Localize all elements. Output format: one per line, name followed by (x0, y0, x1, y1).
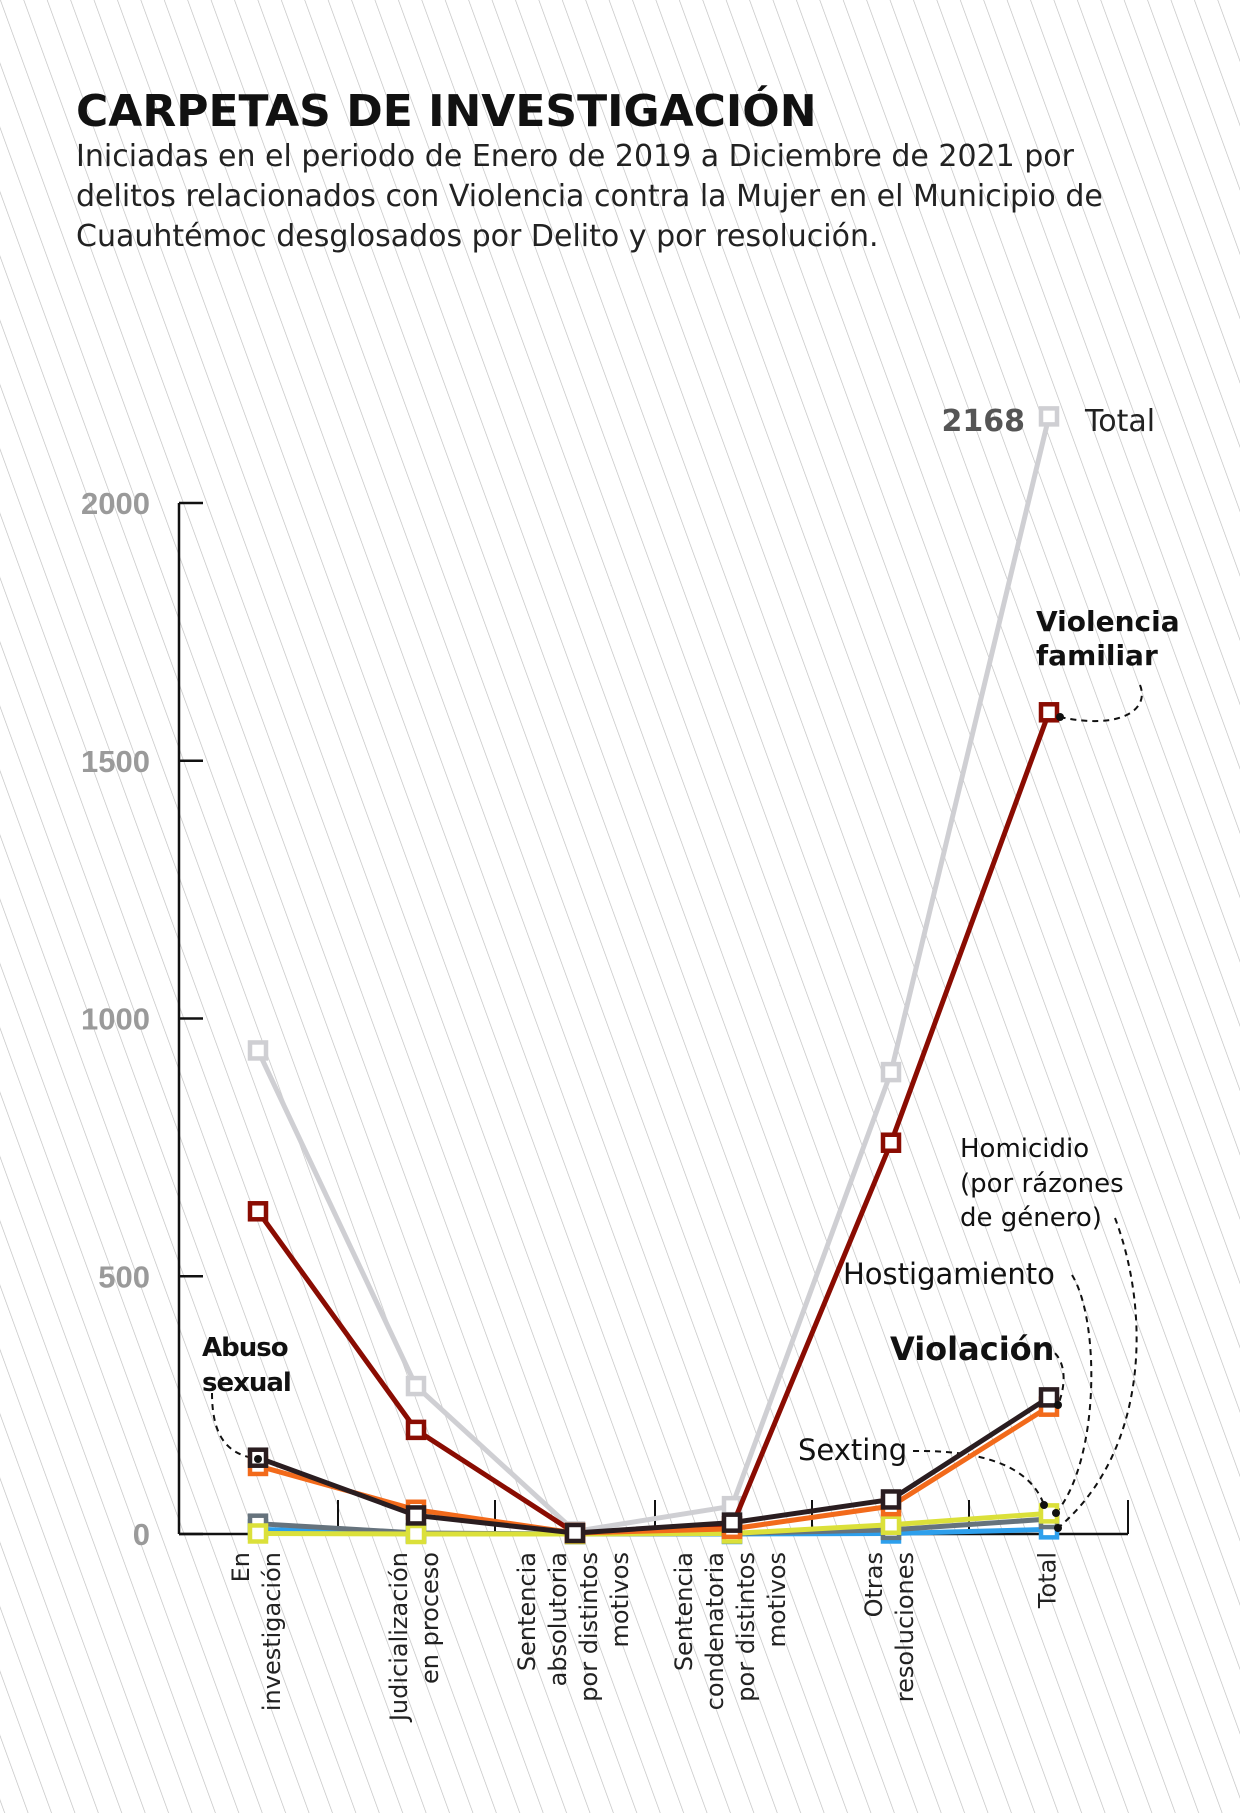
abuso-sexual-label-2: sexual (202, 1368, 291, 1398)
connector-dot (1056, 713, 1064, 721)
y-tick-label: 0 (133, 1517, 150, 1552)
y-tick-label: 1000 (81, 1002, 150, 1037)
sexting-connector (912, 1449, 1045, 1506)
violencia-familiar-label-2: familiar (1036, 639, 1158, 672)
x-category-label-line: por distintos (575, 1552, 603, 1702)
data-point-marker (247, 1523, 269, 1544)
violencia-familiar-label-1: Violencia (1036, 605, 1180, 638)
subtitle-line-1: Iniciadas en el periodo de Enero de 2019… (76, 139, 1075, 174)
subtitle-line-3: Cuauhtémoc desglosados por Delito y por … (76, 219, 879, 254)
y-tick-label: 2000 (81, 486, 150, 521)
violacion-connector (1045, 1346, 1065, 1406)
x-category-label: Judicialización en proceso (385, 1552, 444, 1723)
x-category-label-line: Sentencia (513, 1552, 541, 1671)
series-line (257, 1404, 1051, 1536)
violencia-familiar-connector (1059, 684, 1143, 722)
data-point-marker (405, 1419, 427, 1441)
x-category-label-line: condenatoria (701, 1552, 729, 1710)
data-point-marker (247, 1201, 269, 1222)
x-category-label: En investigación (227, 1552, 286, 1711)
connector-dot (1052, 1509, 1060, 1517)
x-category-label: Total (1034, 1552, 1062, 1609)
x-category-label-line: por distintos (732, 1552, 760, 1702)
connector-dot (1040, 1501, 1048, 1509)
x-category-label-line: En (227, 1552, 255, 1582)
data-point-marker (247, 1040, 269, 1061)
x-category-label: Sentencia condenatoria por distintos motivo… (670, 1552, 791, 1710)
series-line (255, 415, 1052, 1534)
sexting-label: Sexting (798, 1433, 907, 1467)
violacion-label: Violación (890, 1330, 1054, 1368)
total-series-label: Total (1084, 404, 1155, 439)
hostigamiento-label: Hostigamiento (843, 1257, 1055, 1291)
data-point-marker (405, 1505, 427, 1526)
subtitle-line-2: delitos relacionados con Violencia contr… (76, 179, 1103, 214)
x-category-label-line: motivos (606, 1552, 634, 1648)
homicidio-label-2: (por rázones (960, 1169, 1124, 1199)
series-lines (247, 406, 1064, 1545)
homicidio-label-3: de género) (960, 1203, 1102, 1233)
homicidio-label-1: Homicidio (960, 1134, 1089, 1164)
x-category-label: Sentencia absolutoria por distintos motivos (513, 1552, 634, 1702)
homicidio-connector (1057, 1217, 1138, 1529)
x-category-label: Otras resoluciones (860, 1552, 919, 1702)
data-point-marker (1038, 406, 1060, 427)
x-axis-labels: En investigación Judicialización en proceso… (227, 1552, 1062, 1723)
data-point-marker (405, 1375, 427, 1397)
data-point-marker (880, 1132, 902, 1153)
x-category-label-line: absolutoria (544, 1552, 572, 1686)
series-line (257, 1395, 1051, 1536)
data-point-marker (880, 1061, 902, 1083)
connector-dot (1054, 1524, 1062, 1532)
series-line (257, 1510, 1050, 1537)
chart-title: CARPETAS DE INVESTIGACIÓN (76, 84, 817, 137)
x-category-label-line: Judicialización (385, 1552, 413, 1723)
x-category-label-line: Otras (860, 1552, 888, 1617)
data-point-marker (721, 1512, 743, 1533)
x-category-label-line: Total (1034, 1552, 1062, 1609)
data-point-marker (564, 1522, 586, 1544)
y-tick-label: 500 (98, 1259, 150, 1294)
data-point-marker (1038, 1387, 1060, 1408)
x-category-label-line: motivos (763, 1552, 791, 1648)
abuso-sexual-label-1: Abuso (202, 1333, 288, 1363)
y-tick-label: 1500 (81, 744, 150, 779)
hostigamiento-connector (1055, 1274, 1093, 1514)
connector-dot (1054, 1401, 1062, 1409)
data-point-marker (880, 1514, 902, 1535)
data-point-marker (1038, 702, 1060, 723)
x-category-label-line: investigación (258, 1552, 286, 1711)
connector-dot (254, 1455, 262, 1463)
data-point-marker (880, 1489, 902, 1510)
data-point-marker (405, 1523, 427, 1545)
x-category-label-line: Sentencia (670, 1552, 698, 1671)
total-value-label: 2168 (942, 404, 1026, 439)
x-category-label-line: resoluciones (891, 1552, 919, 1702)
x-category-label-line: en proceso (416, 1552, 444, 1684)
